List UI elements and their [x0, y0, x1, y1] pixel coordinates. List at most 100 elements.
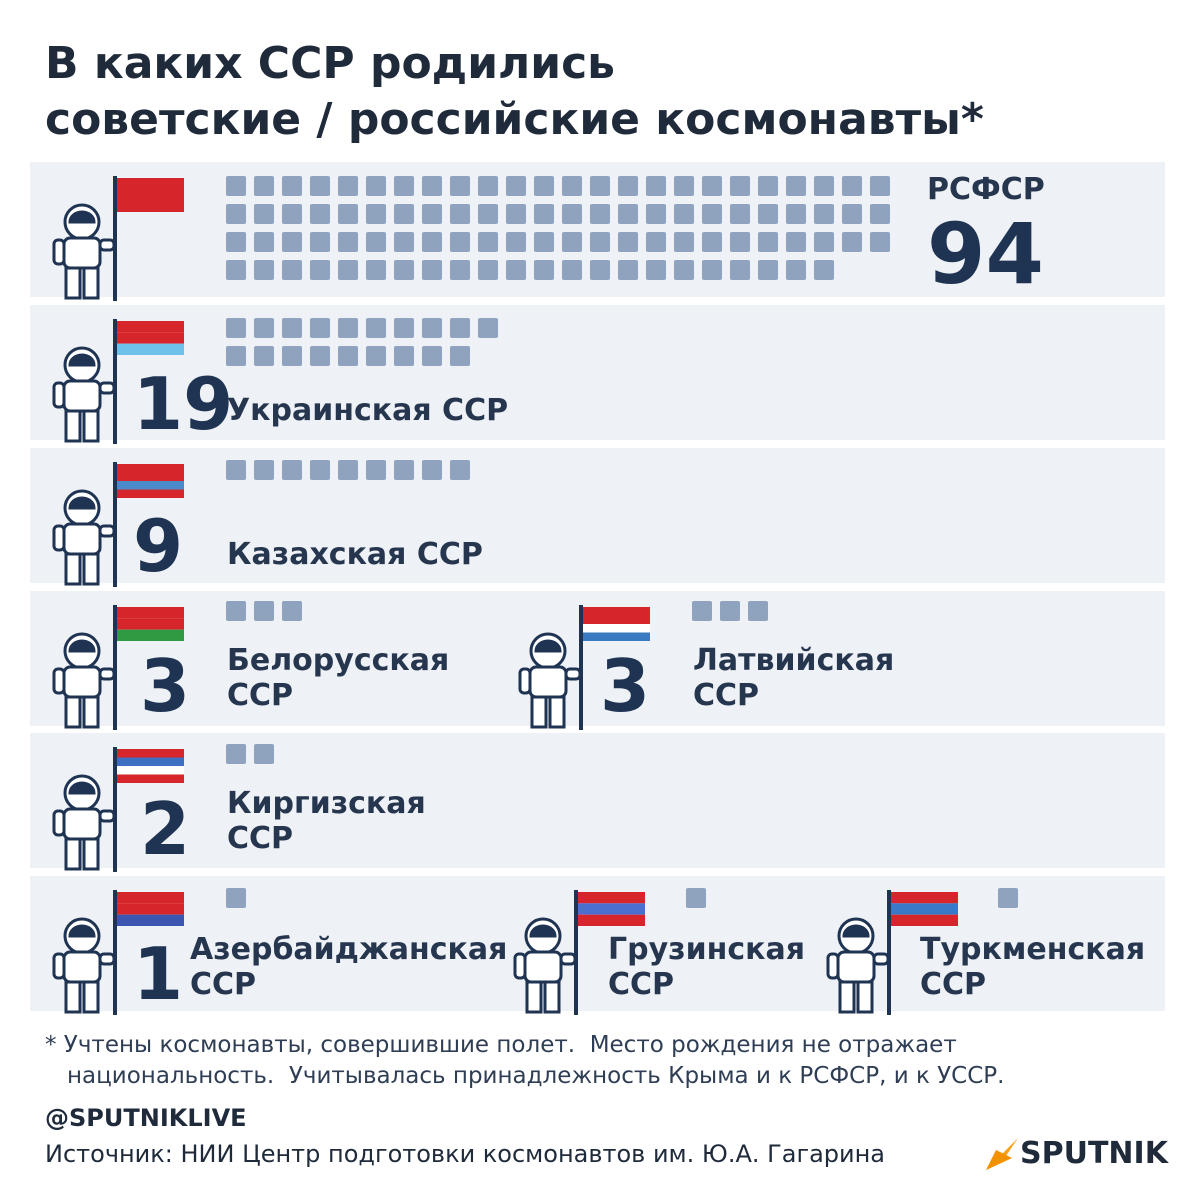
- cosmonaut-square: [478, 260, 498, 280]
- cosmonaut-square: [702, 232, 722, 252]
- cosmonaut-square: [618, 260, 638, 280]
- cosmonaut-square: [730, 260, 750, 280]
- cosmonaut-square: [310, 318, 330, 338]
- count: 9: [133, 504, 184, 588]
- cosmonaut-square: [720, 601, 740, 621]
- cosmonaut-square: [478, 318, 498, 338]
- cosmonaut-square: [310, 260, 330, 280]
- cosmonaut-square: [814, 232, 834, 252]
- cosmonaut-square: [226, 232, 246, 252]
- region-name: Казахская ССР: [227, 537, 483, 572]
- cosmonaut-square: [758, 176, 778, 196]
- cosmonaut-square: [366, 318, 386, 338]
- count: 3: [140, 644, 191, 728]
- cosmonaut-square: [450, 260, 470, 280]
- cosmonaut-square: [226, 601, 246, 621]
- cosmonaut-square: [310, 204, 330, 224]
- astronaut-icon: [826, 890, 958, 1015]
- cosmonaut-square: [618, 232, 638, 252]
- cosmonaut-square: [394, 346, 414, 366]
- footnote: * Учтены космонавты, совершившие полет. …: [45, 1032, 1005, 1089]
- cosmonaut-square: [786, 260, 806, 280]
- cosmonaut-square: [422, 346, 442, 366]
- cosmonaut-square: [226, 204, 246, 224]
- cosmonaut-square: [870, 176, 890, 196]
- cosmonaut-square: [998, 888, 1018, 908]
- cosmonaut-square: [646, 204, 666, 224]
- cosmonaut-square: [282, 318, 302, 338]
- astronaut-icon: [52, 319, 184, 444]
- cosmonaut-square: [450, 460, 470, 480]
- cosmonaut-square: [562, 260, 582, 280]
- cosmonaut-square: [226, 460, 246, 480]
- cosmonaut-square: [338, 260, 358, 280]
- cosmonaut-square: [310, 460, 330, 480]
- cosmonaut-square: [450, 176, 470, 196]
- cosmonaut-square: [338, 204, 358, 224]
- cosmonaut-square: [450, 346, 470, 366]
- cosmonaut-square: [338, 346, 358, 366]
- cosmonaut-square: [282, 601, 302, 621]
- cosmonaut-square: [590, 260, 610, 280]
- astronaut-icon: [52, 747, 184, 872]
- count: 3: [600, 644, 651, 728]
- cosmonaut-square: [814, 204, 834, 224]
- handle: @SPUTNIKLIVE: [45, 1104, 247, 1132]
- cosmonaut-square: [506, 232, 526, 252]
- count: 94: [927, 205, 1044, 303]
- cosmonaut-square: [590, 232, 610, 252]
- region-name: Украинская ССР: [227, 393, 509, 428]
- cosmonaut-square: [758, 260, 778, 280]
- cosmonaut-square: [450, 204, 470, 224]
- cosmonaut-square: [422, 176, 442, 196]
- title: В каких ССР родились советские / российс…: [45, 36, 984, 148]
- cosmonaut-square: [422, 260, 442, 280]
- cosmonaut-square: [534, 232, 554, 252]
- count: 1: [133, 932, 184, 1016]
- cosmonaut-square: [254, 460, 274, 480]
- cosmonaut-square: [748, 601, 768, 621]
- cosmonaut-square: [478, 176, 498, 196]
- cosmonaut-square: [590, 176, 610, 196]
- astronaut-icon: [52, 462, 184, 587]
- cosmonaut-square: [618, 204, 638, 224]
- cosmonaut-square: [730, 176, 750, 196]
- cosmonaut-square: [366, 460, 386, 480]
- cosmonaut-square: [282, 204, 302, 224]
- cosmonaut-square: [786, 232, 806, 252]
- cosmonaut-square: [562, 176, 582, 196]
- count: 19: [133, 362, 234, 446]
- cosmonaut-square: [394, 460, 414, 480]
- cosmonaut-square: [814, 176, 834, 196]
- astronaut-icon: [52, 890, 184, 1015]
- cosmonaut-square: [870, 204, 890, 224]
- cosmonaut-square: [338, 318, 358, 338]
- region-name: РСФСР: [927, 172, 1045, 207]
- cosmonaut-square: [254, 176, 274, 196]
- cosmonaut-square: [366, 204, 386, 224]
- cosmonaut-square: [394, 232, 414, 252]
- region-name: Киргизская ССР: [227, 786, 426, 856]
- cosmonaut-square: [254, 601, 274, 621]
- row-background: [30, 733, 1165, 868]
- cosmonaut-square: [702, 176, 722, 196]
- cosmonaut-square: [310, 176, 330, 196]
- cosmonaut-square: [394, 318, 414, 338]
- cosmonaut-square: [254, 232, 274, 252]
- cosmonaut-square: [366, 346, 386, 366]
- cosmonaut-square: [254, 346, 274, 366]
- cosmonaut-square: [282, 346, 302, 366]
- cosmonaut-square: [506, 176, 526, 196]
- cosmonaut-square: [254, 744, 274, 764]
- cosmonaut-square: [422, 204, 442, 224]
- cosmonaut-square: [422, 460, 442, 480]
- cosmonaut-square: [814, 260, 834, 280]
- source: Источник: НИИ Центр подготовки космонавт…: [45, 1140, 886, 1168]
- cosmonaut-square: [786, 204, 806, 224]
- cosmonaut-square: [702, 204, 722, 224]
- cosmonaut-square: [226, 346, 246, 366]
- cosmonaut-square: [842, 232, 862, 252]
- cosmonaut-square: [870, 232, 890, 252]
- cosmonaut-square: [646, 260, 666, 280]
